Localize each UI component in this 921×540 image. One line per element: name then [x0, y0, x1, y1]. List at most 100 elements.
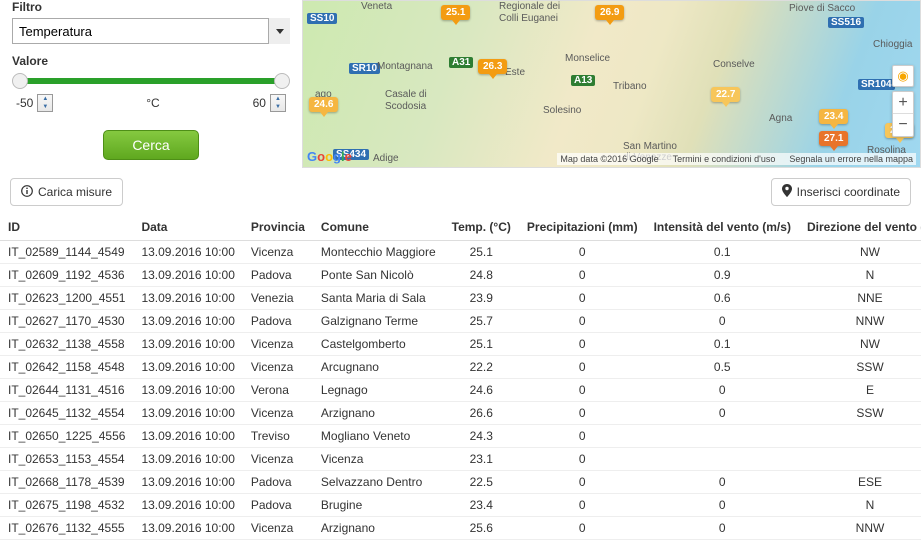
temperature-marker[interactable]: 24.6 [309, 97, 338, 112]
column-header-id[interactable]: ID [0, 214, 133, 241]
cell-temp: 26.6 [444, 402, 519, 425]
cell-id: IT_02676_1132_4555 [0, 517, 133, 540]
min-spinner[interactable]: -50 ▲▼ [16, 94, 53, 112]
cell-dir [799, 425, 921, 448]
map-zoom: + − [892, 91, 914, 137]
cell-comune: Arzignano [313, 402, 444, 425]
temperature-marker[interactable]: 26.9 [595, 5, 624, 20]
cell-wind: 0 [646, 494, 799, 517]
table-row[interactable]: IT_02609_1192_453613.09.2016 10:00Padova… [0, 264, 921, 287]
cell-dir: NNW [799, 310, 921, 333]
spinner-icon[interactable]: ▲▼ [270, 94, 286, 112]
cell-dir: ESE [799, 471, 921, 494]
cell-dir: SSW [799, 402, 921, 425]
table-row[interactable]: IT_02668_1178_453913.09.2016 10:00Padova… [0, 471, 921, 494]
cell-wind: 0.5 [646, 356, 799, 379]
column-header-data[interactable]: Data [133, 214, 242, 241]
temperature-marker[interactable]: 26.3 [478, 59, 507, 74]
cell-provincia: Venezia [243, 287, 313, 310]
map-report-link[interactable]: Segnala un errore nella mappa [789, 154, 913, 164]
map-panel[interactable]: SS10SR10A31A13SS516SR104SS434VenetaRegio… [302, 0, 921, 168]
cell-precip: 0 [519, 287, 646, 310]
table-row[interactable]: IT_02627_1170_453013.09.2016 10:00Padova… [0, 310, 921, 333]
zoom-in-button[interactable]: + [893, 92, 913, 114]
map-place-label: Conselve [713, 59, 755, 70]
cell-precip: 0 [519, 425, 646, 448]
column-header-precip[interactable]: Precipitazioni (mm) [519, 214, 646, 241]
cell-provincia: Verona [243, 379, 313, 402]
map-place-label: Este [505, 67, 525, 78]
column-header-provincia[interactable]: Provincia [243, 214, 313, 241]
cell-precip: 0 [519, 379, 646, 402]
cell-temp: 23.9 [444, 287, 519, 310]
map-place-label: Scodosia [385, 101, 426, 112]
table-row[interactable]: IT_02642_1158_454813.09.2016 10:00Vicenz… [0, 356, 921, 379]
zoom-out-button[interactable]: − [893, 114, 913, 136]
load-measures-button[interactable]: Carica misure [10, 178, 123, 206]
cell-data: 13.09.2016 10:00 [133, 356, 242, 379]
column-header-temp[interactable]: Temp. (°C) [444, 214, 519, 241]
map-place-label: Piove di Sacco [789, 3, 855, 14]
table-row[interactable]: IT_02650_1225_455613.09.2016 10:00Trevis… [0, 425, 921, 448]
filter-select[interactable] [12, 18, 290, 44]
map-attribution: Map data ©2016 Google Termini e condizio… [557, 153, 916, 165]
cell-id: IT_02653_1153_4554 [0, 448, 133, 471]
temperature-marker[interactable]: 22.7 [711, 87, 740, 102]
cell-id: IT_02627_1170_4530 [0, 310, 133, 333]
cell-dir: NNE [799, 287, 921, 310]
cell-wind: 0.1 [646, 333, 799, 356]
temperature-marker[interactable]: 27.1 [819, 131, 848, 146]
insert-coordinates-label: Inserisci coordinate [797, 185, 900, 199]
table-row[interactable]: IT_02645_1132_455413.09.2016 10:00Vicenz… [0, 402, 921, 425]
table-row[interactable]: IT_02676_1132_455513.09.2016 10:00Vicenz… [0, 517, 921, 540]
table-row[interactable]: IT_02589_1144_454913.09.2016 10:00Vicenz… [0, 241, 921, 264]
map-place-label: Casale di [385, 89, 427, 100]
cell-id: IT_02609_1192_4536 [0, 264, 133, 287]
column-header-wind[interactable]: Intensità del vento (m/s) [646, 214, 799, 241]
slider-handle-min[interactable] [12, 73, 28, 89]
slider-handle-max[interactable] [274, 73, 290, 89]
cell-comune: Arzignano [313, 517, 444, 540]
search-button[interactable]: Cerca [103, 130, 198, 160]
temperature-marker[interactable]: 25.1 [441, 5, 470, 20]
cell-wind [646, 425, 799, 448]
table-row[interactable]: IT_02623_1200_455113.09.2016 10:00Venezi… [0, 287, 921, 310]
cell-wind: 0.9 [646, 264, 799, 287]
temperature-marker[interactable]: 23.4 [819, 109, 848, 124]
road-badge: SS516 [828, 17, 864, 28]
top-section: Filtro Valore -50 ▲▼ °C 60 ▲▼ [0, 0, 921, 168]
column-header-dir[interactable]: Direzione del vento (°) [799, 214, 921, 241]
load-measures-label: Carica misure [38, 185, 112, 199]
streetview-icon[interactable]: ◉ [892, 65, 914, 87]
cell-temp: 24.6 [444, 379, 519, 402]
max-spinner[interactable]: 60 ▲▼ [253, 94, 286, 112]
table-row[interactable]: IT_02653_1153_455413.09.2016 10:00Vicenz… [0, 448, 921, 471]
insert-coordinates-button[interactable]: Inserisci coordinate [771, 178, 911, 206]
cell-id: IT_02632_1138_4558 [0, 333, 133, 356]
table-row[interactable]: IT_02644_1131_451613.09.2016 10:00Verona… [0, 379, 921, 402]
cell-data: 13.09.2016 10:00 [133, 310, 242, 333]
map-place-label: Montagnana [377, 61, 433, 72]
cell-provincia: Vicenza [243, 517, 313, 540]
road-badge: SR10 [349, 63, 380, 74]
cell-wind: 0.6 [646, 287, 799, 310]
cell-comune: Arcugnano [313, 356, 444, 379]
cell-provincia: Padova [243, 471, 313, 494]
cell-provincia: Treviso [243, 425, 313, 448]
map-terms-link[interactable]: Termini e condizioni d'uso [673, 154, 776, 164]
cell-provincia: Padova [243, 310, 313, 333]
column-header-comune[interactable]: Comune [313, 214, 444, 241]
cell-wind: 0 [646, 379, 799, 402]
cell-temp: 23.1 [444, 448, 519, 471]
map-place-label: Colli Euganei [499, 13, 558, 24]
cell-dir [799, 448, 921, 471]
button-bar: Carica misure Inserisci coordinate [0, 168, 921, 214]
table-row[interactable]: IT_02632_1138_455813.09.2016 10:00Vicenz… [0, 333, 921, 356]
table-header: IDDataProvinciaComuneTemp. (°C)Precipita… [0, 214, 921, 241]
cell-dir: NW [799, 333, 921, 356]
table-body: IT_02589_1144_454913.09.2016 10:00Vicenz… [0, 241, 921, 540]
table-row[interactable]: IT_02675_1198_453213.09.2016 10:00Padova… [0, 494, 921, 517]
cell-comune: Mogliano Veneto [313, 425, 444, 448]
range-slider[interactable]: -50 ▲▼ °C 60 ▲▼ [12, 78, 290, 112]
spinner-icon[interactable]: ▲▼ [37, 94, 53, 112]
